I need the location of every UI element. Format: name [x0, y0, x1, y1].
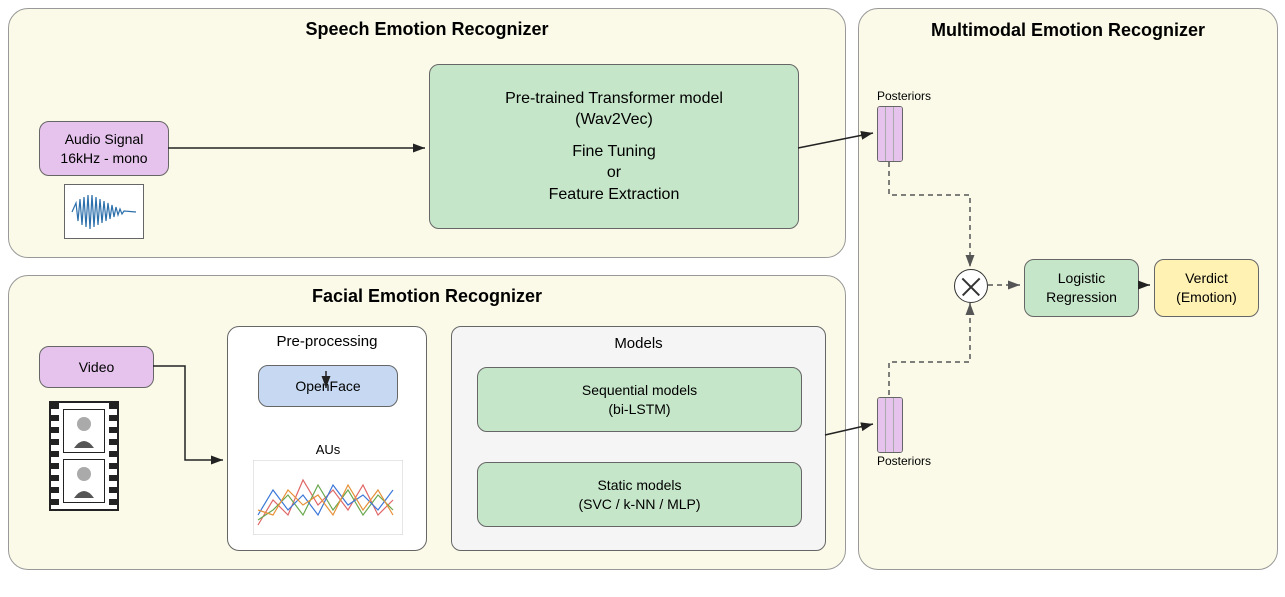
transformer-line1: Fine Tuning	[572, 141, 656, 163]
aus-chart: AUs	[253, 442, 403, 537]
preproc-box: Pre-processing OpenFace AUs	[227, 326, 427, 551]
aus-label: AUs	[253, 442, 403, 457]
transformer-line2: or	[607, 162, 621, 184]
fusion-line1: Logistic	[1058, 269, 1105, 288]
verdict-box: Verdict (Emotion)	[1154, 259, 1259, 317]
multimodal-panel: Multimodal Emotion Recognizer Posteriors…	[858, 8, 1278, 570]
transformer-title: Pre-trained Transformer model	[505, 88, 723, 110]
multimodal-title: Multimodal Emotion Recognizer	[859, 19, 1277, 42]
transformer-box: Pre-trained Transformer model (Wav2Vec) …	[429, 64, 799, 229]
combine-node	[954, 269, 988, 303]
preproc-title: Pre-processing	[228, 333, 426, 350]
seq-line1: Sequential models	[582, 381, 697, 400]
openface-label: OpenFace	[295, 377, 360, 396]
fusion-box: Logistic Regression	[1024, 259, 1139, 317]
openface-box: OpenFace	[258, 365, 398, 407]
video-input-box: Video	[39, 346, 154, 388]
posteriors-top-bars	[877, 106, 903, 162]
facial-panel: Facial Emotion Recognizer Video Pre-proc…	[8, 275, 846, 570]
waveform-icon	[64, 184, 144, 239]
posteriors-bottom-bars	[877, 397, 903, 453]
static-line2: (SVC / k-NN / MLP)	[578, 495, 700, 514]
static-line1: Static models	[597, 476, 681, 495]
models-title: Models	[452, 335, 825, 352]
transformer-subtitle: (Wav2Vec)	[575, 109, 653, 131]
verdict-line2: (Emotion)	[1176, 288, 1237, 307]
transformer-line3: Feature Extraction	[549, 184, 680, 206]
video-label: Video	[79, 358, 115, 377]
verdict-line1: Verdict	[1185, 269, 1228, 288]
posteriors-bottom-label: Posteriors	[877, 454, 931, 468]
posteriors-top-label: Posteriors	[877, 89, 931, 103]
seq-models-box: Sequential models (bi-LSTM)	[477, 367, 802, 432]
static-models-box: Static models (SVC / k-NN / MLP)	[477, 462, 802, 527]
film-strip-icon	[49, 401, 119, 511]
seq-line2: (bi-LSTM)	[608, 400, 670, 419]
fusion-line2: Regression	[1046, 288, 1117, 307]
facial-title: Facial Emotion Recognizer	[9, 286, 845, 307]
audio-line2: 16kHz - mono	[60, 149, 147, 168]
speech-title: Speech Emotion Recognizer	[9, 19, 845, 40]
speech-panel: Speech Emotion Recognizer Audio Signal 1…	[8, 8, 846, 258]
models-box: Models Sequential models (bi-LSTM) Stati…	[451, 326, 826, 551]
audio-input-box: Audio Signal 16kHz - mono	[39, 121, 169, 176]
audio-line1: Audio Signal	[65, 130, 144, 149]
